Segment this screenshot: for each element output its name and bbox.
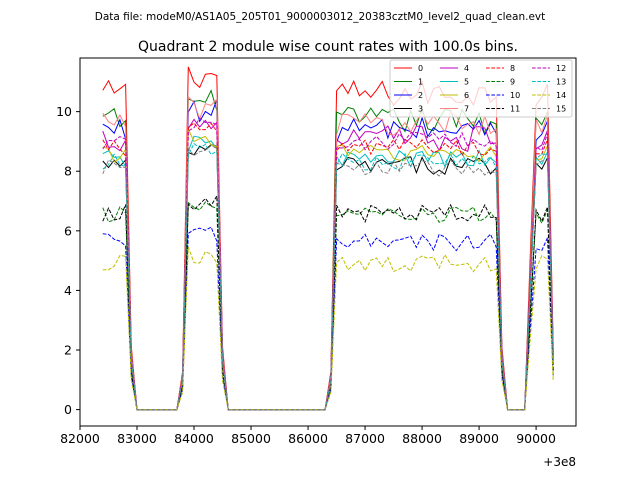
x-axis: 82000 83000 84000 85000 86000 87000 88000 89000… [60,426,556,446]
series-line-12 [102,117,554,411]
series-line-9 [102,201,554,411]
x-tick-label: 82000 [60,431,100,446]
series-line-2 [102,99,554,411]
legend-label-5: 5 [464,78,469,87]
legend-label-10: 10 [510,91,520,100]
legend-label-14: 14 [556,91,566,100]
figure-suptitle: Data file: modeM0/AS1A05_205T01_90000030… [95,11,546,23]
series-line-11 [102,194,554,411]
legend-label-7: 7 [464,105,469,114]
legend-label-8: 8 [510,64,515,73]
x-tick-label: 87000 [345,431,385,446]
series-line-7 [102,95,554,411]
plot-frame [79,57,577,427]
series-line-3 [102,144,554,411]
x-tick-label: 86000 [288,431,328,446]
legend-label-9: 9 [510,78,515,87]
y-tick-label: 0 [64,402,72,417]
x-tick-label: 88000 [402,431,442,446]
y-tick-label: 6 [64,223,72,238]
legend-label-13: 13 [556,78,566,87]
legend-label-12: 12 [556,64,566,73]
series-line-6 [102,128,554,411]
legend-label-15: 15 [556,105,566,114]
chart-title: Quadrant 2 module wise count rates with … [138,39,518,55]
y-tick-label: 8 [64,164,72,179]
y-tick-label: 4 [64,283,72,298]
y-axis: 0 2 4 6 8 10 [56,104,80,417]
series-line-5 [102,135,554,411]
series-line-4 [102,118,554,411]
x-tick-label: 84000 [174,431,214,446]
legend-label-3: 3 [418,105,423,114]
x-tick-label: 90000 [516,431,556,446]
legend-label-4: 4 [464,64,469,73]
series-line-14 [102,247,554,411]
series-line-10 [102,226,554,411]
x-tick-label: 89000 [459,431,499,446]
x-tick-label: 85000 [231,431,271,446]
y-tick-label: 10 [56,104,72,119]
legend-label-11: 11 [510,105,520,114]
legend-label-6: 6 [464,91,469,100]
legend-label-1: 1 [418,78,423,87]
legend-frame [389,59,573,118]
series-line-1 [102,89,554,411]
series-line-13 [102,142,554,411]
y-tick-label: 2 [64,343,72,358]
series-line-15 [102,145,554,411]
x-tick-label: 83000 [117,431,157,446]
legend-label-2: 2 [418,91,423,100]
x-axis-offset-label: +3e8 [543,455,576,469]
plot-lines [102,66,554,411]
legend-label-0: 0 [418,64,423,73]
